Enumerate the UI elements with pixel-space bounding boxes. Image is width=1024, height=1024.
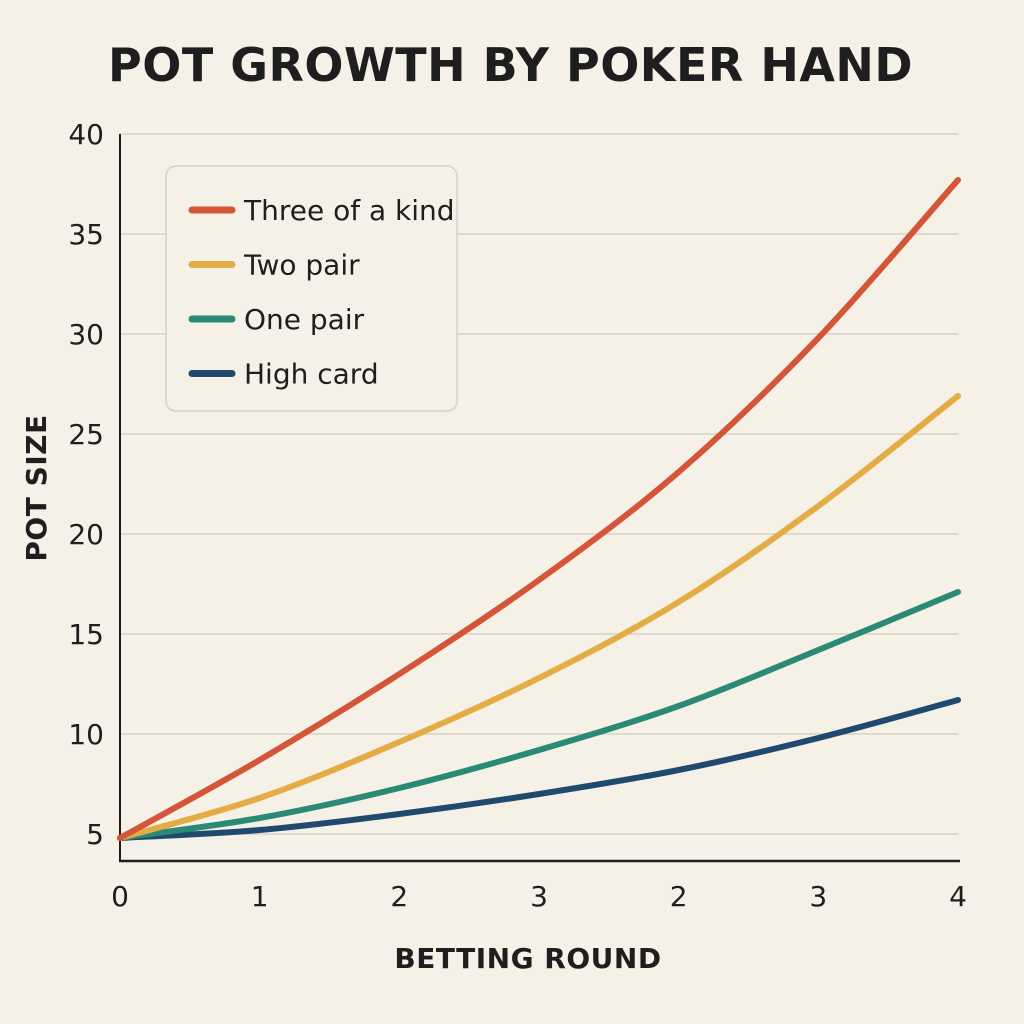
y-tick-label: 30	[68, 318, 104, 351]
chart-title: POT GROWTH BY POKER HAND	[108, 38, 914, 92]
x-tick-label: 2	[390, 880, 408, 913]
y-tick-label: 40	[68, 118, 104, 151]
legend-label: Two pair	[243, 249, 360, 282]
x-tick-label: 4	[949, 880, 967, 913]
x-tick-label: 1	[251, 880, 269, 913]
legend-label: High card	[244, 358, 379, 391]
series-lines	[117, 177, 961, 841]
legend: Three of a kind Two pair One pair High card	[165, 165, 458, 412]
grid-lines	[120, 133, 958, 835]
legend-items: Three of a kind Two pair One pair High card	[188, 194, 455, 391]
legend-label: Three of a kind	[243, 194, 455, 227]
series-line-two-pair	[117, 393, 961, 841]
x-tick-labels: 0 1 2 3 2 3 4	[111, 880, 967, 913]
series-line-three-of-a-kind	[117, 177, 961, 841]
x-tick-label: 3	[530, 880, 548, 913]
y-tick-label: 5	[86, 818, 104, 851]
x-tick-label: 0	[111, 880, 129, 913]
y-tick-labels: 5 10 15 20 25 30 35 40	[68, 118, 104, 851]
legend-label: One pair	[244, 303, 365, 336]
y-tick-label: 10	[68, 718, 104, 751]
legend-box	[165, 165, 458, 412]
x-axis-title: BETTING ROUND	[394, 942, 661, 975]
y-axis-title: POT SIZE	[20, 414, 53, 561]
series-line-high-card	[117, 697, 961, 841]
x-tick-label: 2	[670, 880, 688, 913]
y-tick-label: 35	[68, 218, 104, 251]
axes	[119, 134, 960, 863]
series-line-one-pair	[117, 589, 961, 841]
y-tick-label: 15	[68, 618, 104, 651]
y-tick-label: 20	[68, 518, 104, 551]
x-tick-label: 3	[809, 880, 827, 913]
y-tick-label: 25	[68, 418, 104, 451]
